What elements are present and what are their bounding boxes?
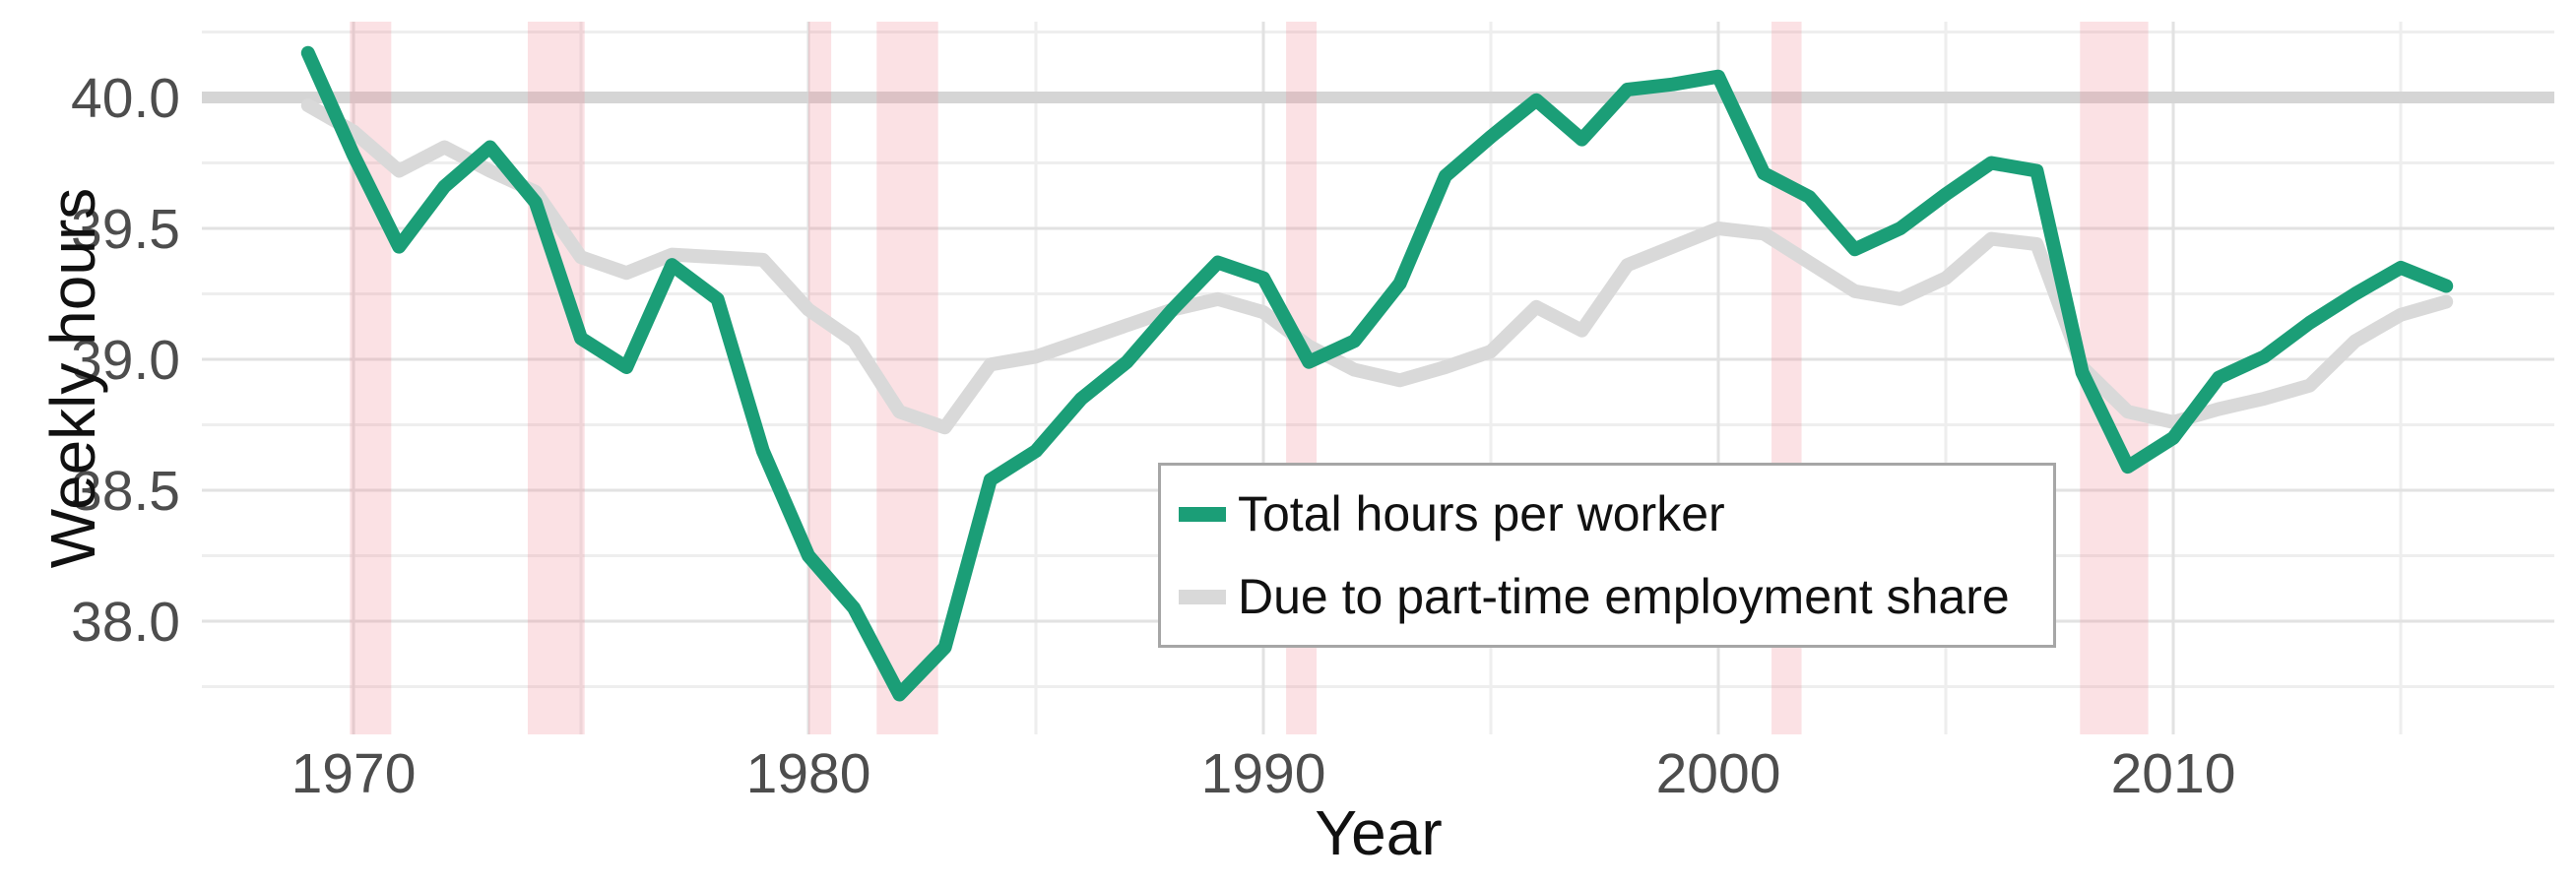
- legend-label-part-time: Due to part-time employment share: [1238, 569, 2010, 624]
- x-tick-label: 1990: [1201, 742, 1326, 805]
- y-axis-title: Weekly hours: [37, 187, 108, 569]
- legend-item-part-time: Due to part-time employment share: [1179, 568, 2053, 625]
- series-line-total-hours-per-worker: [300, 45, 2454, 702]
- legend-swatch-part-time-icon: [1179, 589, 1226, 604]
- x-axis-title: Year: [1315, 797, 1443, 868]
- x-tick-label: 1970: [291, 742, 417, 805]
- y-tick-label: 39.0: [71, 329, 180, 392]
- y-tick-label: 39.5: [71, 198, 180, 261]
- y-tick-label: 40.0: [71, 67, 180, 130]
- legend: Total hours per worker Due to part-time …: [1158, 463, 2056, 648]
- y-tick-label: 38.5: [71, 460, 180, 523]
- y-tick-label: 38.0: [71, 591, 180, 654]
- legend-label-total-hours: Total hours per worker: [1238, 486, 1725, 541]
- x-tick-label: 2000: [1656, 742, 1781, 805]
- legend-swatch-total-hours-icon: [1179, 506, 1226, 522]
- recession-band: [527, 22, 585, 734]
- x-tick-label: 2010: [2111, 742, 2236, 805]
- recession-band: [876, 22, 938, 734]
- x-tick-label: 1980: [746, 742, 871, 805]
- recession-band: [808, 22, 832, 734]
- legend-item-total-hours: Total hours per worker: [1179, 485, 2053, 542]
